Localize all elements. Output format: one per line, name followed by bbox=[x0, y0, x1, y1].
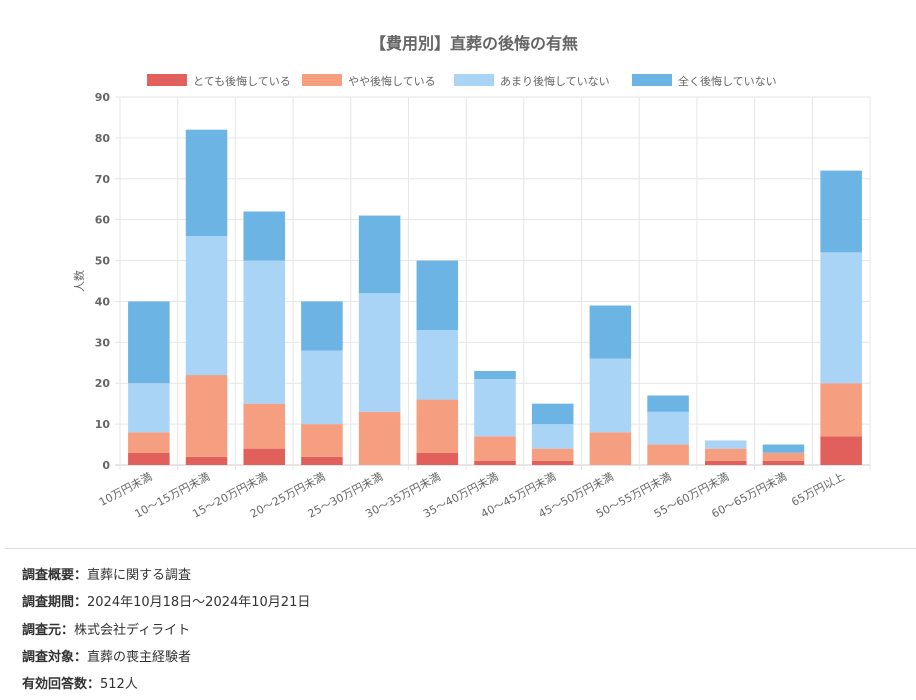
bar-segment bbox=[705, 448, 747, 461]
legend-swatch bbox=[632, 74, 672, 86]
y-tick-label: 60 bbox=[95, 214, 111, 227]
bar-segment bbox=[589, 358, 632, 433]
bar-segment bbox=[358, 411, 401, 465]
survey-responses: 有効回答数：512人 bbox=[22, 677, 138, 693]
bar-segment bbox=[474, 436, 516, 461]
bar-segment bbox=[531, 424, 574, 449]
bar-segment bbox=[185, 456, 228, 465]
divider bbox=[5, 548, 916, 549]
bar-segment bbox=[358, 215, 401, 294]
bar-segment bbox=[647, 411, 689, 445]
bar-segment bbox=[128, 301, 170, 384]
bar-segment bbox=[705, 440, 747, 449]
legend-swatch bbox=[147, 74, 187, 86]
y-tick-label: 0 bbox=[102, 459, 110, 472]
survey-info: 調査概要：直葬に関する調査 調査期間：2024年10月18日〜2024年10月2… bbox=[22, 564, 310, 700]
bar-segment bbox=[301, 456, 343, 465]
bar-segment bbox=[820, 252, 862, 384]
bar-segment bbox=[589, 305, 632, 359]
bar-segment bbox=[531, 448, 574, 461]
bar-segment bbox=[820, 170, 862, 253]
y-tick-label: 70 bbox=[95, 173, 111, 186]
bar-segment bbox=[531, 403, 574, 425]
bar-segment bbox=[416, 399, 459, 453]
bar-segment bbox=[474, 379, 516, 437]
y-axis-label: 人数 bbox=[73, 270, 86, 292]
legend-label: やや後悔している bbox=[348, 74, 436, 88]
bar-segment bbox=[762, 460, 805, 465]
bar-segment bbox=[531, 460, 574, 465]
survey-source: 調査元：株式会社ディライト bbox=[22, 622, 191, 638]
bar-segment bbox=[474, 370, 516, 380]
legend-label: 全く後悔していない bbox=[678, 74, 777, 88]
y-tick-label: 30 bbox=[95, 336, 111, 349]
y-tick-label: 40 bbox=[95, 295, 111, 308]
legend-swatch bbox=[454, 74, 494, 86]
bar-segment bbox=[243, 448, 285, 465]
y-tick-label: 20 bbox=[95, 377, 111, 390]
bar-segment bbox=[128, 432, 170, 453]
bar-segment bbox=[243, 211, 285, 261]
legend-swatch bbox=[302, 74, 342, 86]
bar-segment bbox=[128, 452, 170, 465]
bar-segment bbox=[185, 129, 228, 237]
bar-segment bbox=[358, 293, 401, 412]
legend-label: とても後悔している bbox=[193, 74, 291, 88]
bar-segment bbox=[243, 260, 285, 404]
bar-segment bbox=[301, 350, 343, 425]
legend-label: あまり後悔していない bbox=[500, 74, 610, 88]
y-tick-label: 10 bbox=[95, 418, 111, 431]
bar-segment bbox=[416, 260, 459, 331]
bar-segment bbox=[589, 432, 632, 465]
bar-segment bbox=[416, 330, 459, 400]
legend: とても後悔している やや後悔している あまり後悔していない 全く後悔していない bbox=[147, 74, 777, 88]
bars bbox=[128, 129, 862, 465]
survey-period: 調査期間：2024年10月18日〜2024年10月21日 bbox=[22, 595, 311, 611]
grid: 0 10 20 30 40 50 60 70 80 90 bbox=[95, 91, 871, 472]
stacked-bar-chart: 【費用別】直葬の後悔の有無 とても後悔している やや後悔している あまり後悔していな… bbox=[73, 34, 871, 521]
bar-segment bbox=[243, 403, 285, 449]
y-tick-label: 50 bbox=[95, 255, 111, 268]
chart-title: 【費用別】直葬の後悔の有無 bbox=[370, 34, 578, 53]
x-axis-labels: 10万円未満10〜15万円未満15〜20万円未満20〜25万円未満25〜30万円… bbox=[97, 470, 847, 520]
survey-summary: 調査概要：直葬に関する調査 bbox=[22, 568, 192, 583]
bar-segment bbox=[762, 444, 805, 453]
bar-segment bbox=[416, 452, 459, 465]
bar-segment bbox=[128, 383, 170, 433]
bar-segment bbox=[820, 436, 862, 465]
survey-target: 調査対象：直葬の喪主経験者 bbox=[22, 649, 192, 665]
bar-segment bbox=[647, 395, 689, 412]
bar-segment bbox=[185, 375, 228, 457]
bar-segment bbox=[647, 444, 689, 465]
bar-segment bbox=[185, 236, 228, 376]
x-tick-label: 65万円以上 bbox=[789, 470, 846, 509]
bar-segment bbox=[474, 460, 516, 465]
bar-segment bbox=[762, 452, 805, 461]
bar-segment bbox=[301, 424, 343, 457]
bar-segment bbox=[301, 301, 343, 351]
bar-segment bbox=[820, 383, 862, 437]
y-tick-label: 80 bbox=[95, 132, 111, 145]
y-tick-label: 90 bbox=[95, 91, 111, 104]
bar-segment bbox=[705, 460, 747, 465]
